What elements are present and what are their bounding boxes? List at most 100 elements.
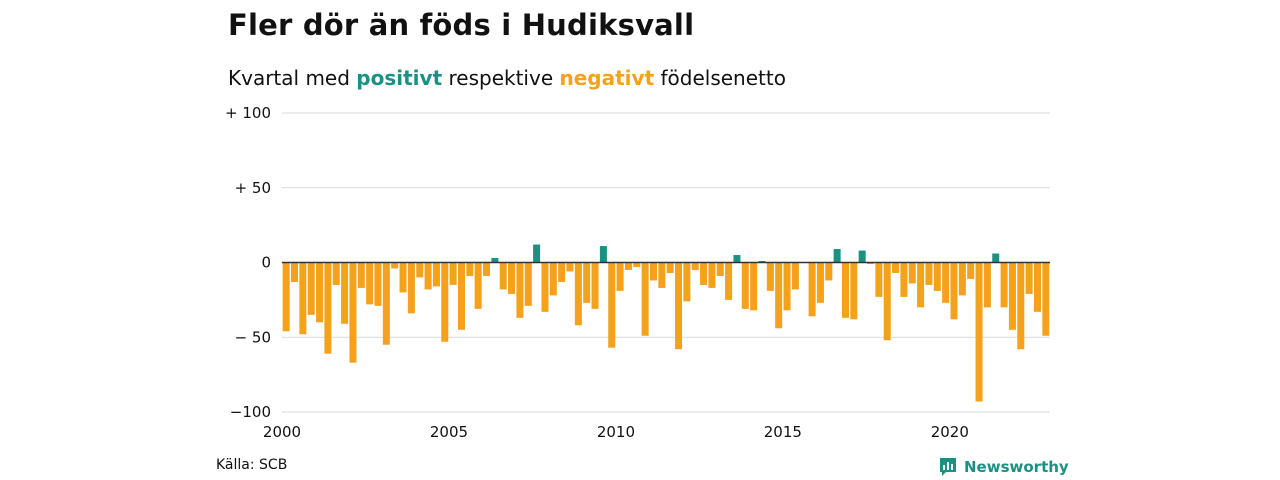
y-tick-label: + 50 [235,179,271,197]
bar [524,262,532,306]
bar [474,262,482,309]
bar [324,262,332,354]
x-tick-label: 2015 [764,423,802,441]
bar [441,262,449,342]
x-tick-label: 2005 [430,423,468,441]
bar [1008,262,1016,330]
bar [992,253,1000,263]
brand-name: Newsworthy [964,458,1069,476]
bar [499,262,507,290]
bar [291,262,299,282]
bar [708,262,716,288]
bar [791,262,799,290]
bar [975,262,983,402]
bar [666,262,674,273]
bar [366,262,374,305]
bar [725,262,733,300]
bar [599,246,607,263]
bar [683,262,691,302]
bar [633,262,641,267]
chart-title: Fler dör än föds i Hudiksvall [228,8,695,42]
subtitle-positive: positivt [356,66,443,90]
bar [841,262,849,318]
bar [958,262,966,296]
bar [457,262,465,330]
source-note: Källa: SCB [216,457,288,473]
bar [399,262,407,293]
bar [1000,262,1008,308]
bar [583,262,591,303]
brand-logo: Newsworthy [938,456,1069,478]
y-tick-labels: + 100 + 50 0 − 50 −100 [225,104,271,421]
bar [733,255,741,263]
bar [917,262,925,308]
bar [407,262,415,314]
bar [983,262,991,308]
bar [624,262,632,270]
y-tick-label: 0 [261,254,271,272]
bar [483,262,491,276]
bar [750,262,758,311]
subtitle-negative: negativt [559,66,655,90]
bar [675,262,683,350]
bar [316,262,324,323]
bar [775,262,783,329]
y-tick-label: + 100 [225,104,271,122]
y-tick-label: −100 [230,403,271,421]
bar [649,262,657,281]
bar [883,262,891,341]
bar [382,262,390,345]
bar [950,262,958,320]
bar [341,262,349,324]
bar [349,262,357,363]
bar [850,262,858,320]
bar [808,262,816,317]
bar [608,262,616,348]
x-tick-label: 2010 [597,423,635,441]
bar [357,262,365,288]
bar [591,262,599,309]
bar [616,262,624,291]
bar [566,262,574,272]
bar [391,262,399,269]
bar [416,262,424,278]
bar [1042,262,1050,336]
bar [307,262,315,315]
bar [741,262,749,309]
bar [641,262,649,336]
bars [282,244,1050,402]
bar [900,262,908,297]
bar [833,249,841,263]
bar [892,262,900,273]
newsworthy-logo-icon [940,458,956,476]
bar [967,262,975,279]
bar [766,262,774,291]
bar [925,262,933,285]
x-tick-label: 2000 [263,423,301,441]
bar [1025,262,1033,294]
bar [658,262,666,288]
bar [374,262,382,306]
x-tick-labels: 2000 2005 2010 2015 2020 [263,423,969,441]
x-tick-label: 2020 [931,423,969,441]
bar [783,262,791,311]
bar [574,262,582,326]
bar [549,262,557,296]
bar [716,262,724,276]
bar [1017,262,1025,350]
bar [875,262,883,297]
bar [816,262,824,303]
bar [508,262,516,294]
bar [908,262,916,284]
bar [541,262,549,312]
bar [282,262,290,332]
chart-subtitle: Kvartal med positivt respektive negativt… [228,66,786,90]
bar [691,262,699,270]
bar [933,262,941,291]
bar [825,262,833,281]
bar [700,262,708,285]
bar [533,244,541,263]
bar [516,262,524,318]
bar [858,250,866,263]
bar [1033,262,1041,312]
